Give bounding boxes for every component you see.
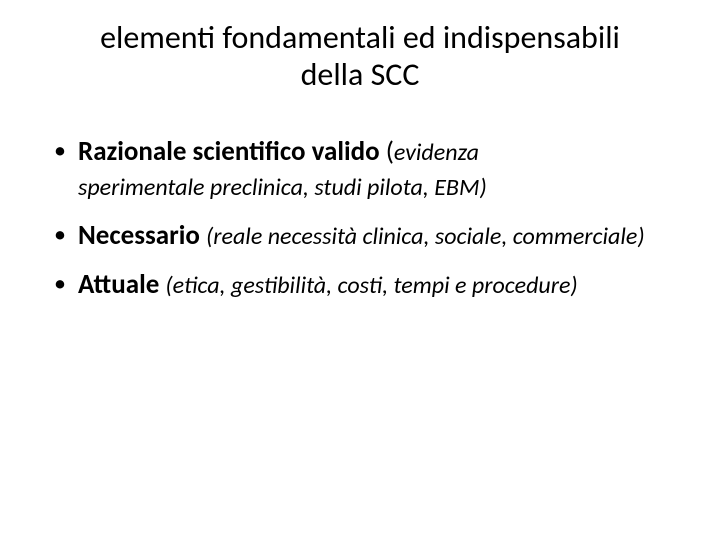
title-line-1: elementi fondamentali ed indispensabili [100,18,620,57]
bullet-italic-inline: evidenza [394,138,479,167]
bullet-list: Razionale scientifico valido (evidenza s… [50,134,670,302]
slide: elementi fondamentali ed indispensabili … [0,0,720,540]
bullet-bold: Attuale [78,268,165,301]
bullet-bold: Necessario [78,219,206,252]
list-item: Necessario (reale necessità clinica, soc… [50,218,670,253]
list-item: Razionale scientifico valido (evidenza s… [50,134,670,204]
bullet-bold: Razionale scientifico valido [78,135,386,168]
title-line-2: della SCC [301,55,420,94]
bullet-italic-rest: sperimentale preclinica, studi pilota, E… [78,173,487,202]
bullet-paren: ( [386,135,394,168]
bullet-italic: (etica, gestibilità, costi, tempi e proc… [165,271,577,300]
slide-title: elementi fondamentali ed indispensabili … [50,20,670,94]
list-item: Attuale (etica, gestibilità, costi, temp… [50,267,670,302]
bullet-italic: (reale necessità clinica, sociale, comme… [206,222,645,251]
